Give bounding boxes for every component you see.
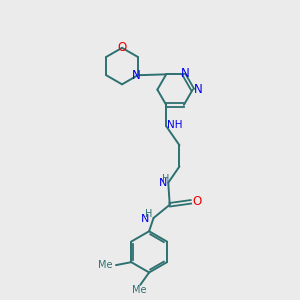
Text: N: N [132, 69, 141, 82]
Text: Me: Me [98, 260, 112, 270]
Text: O: O [117, 41, 127, 54]
Text: N: N [181, 67, 190, 80]
Text: H: H [145, 209, 152, 220]
Text: Me: Me [132, 285, 146, 295]
Text: O: O [193, 195, 202, 208]
Text: N: N [141, 214, 149, 224]
Text: NH: NH [167, 120, 182, 130]
Text: N: N [194, 83, 202, 96]
Text: H: H [162, 174, 169, 184]
Text: N: N [159, 178, 167, 188]
